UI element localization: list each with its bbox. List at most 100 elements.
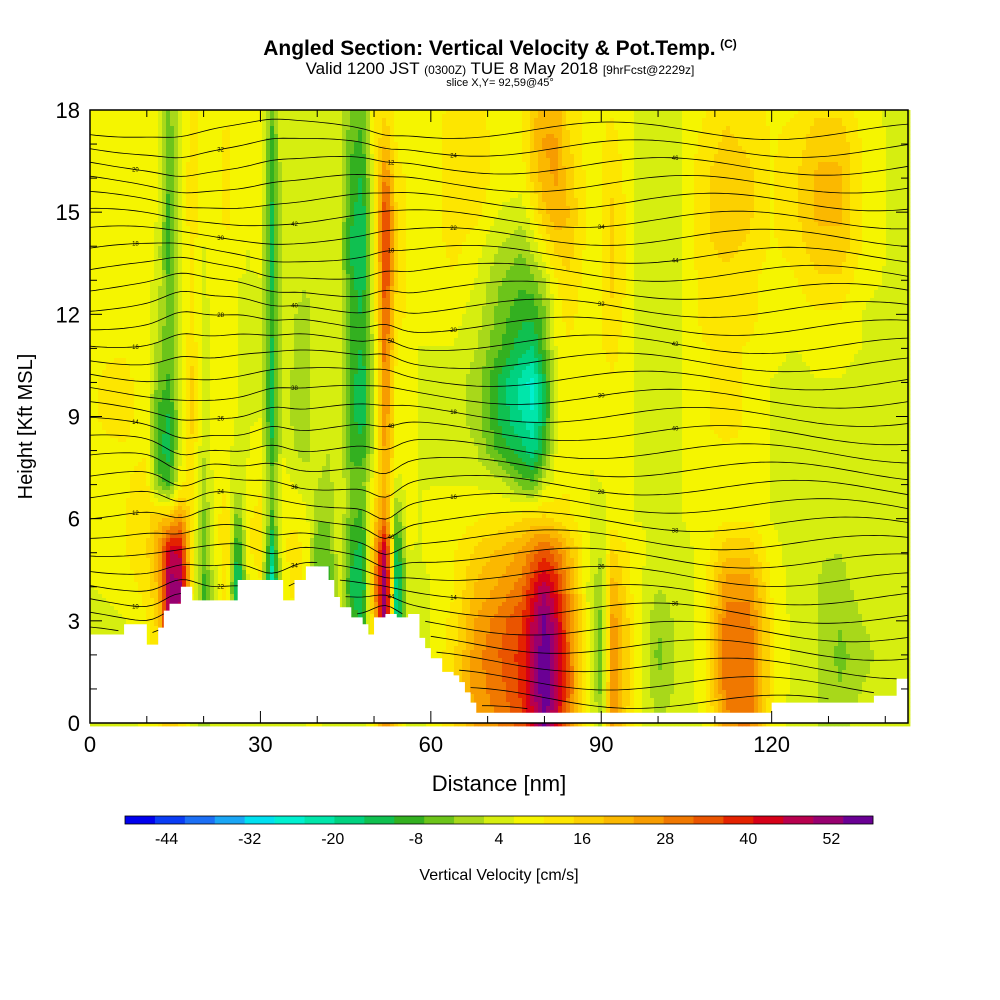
velocity-cell	[402, 166, 407, 171]
velocity-cell	[246, 186, 251, 191]
velocity-cell	[770, 142, 775, 147]
velocity-cell	[466, 130, 471, 135]
velocity-cell	[650, 154, 655, 159]
velocity-cell	[266, 110, 271, 115]
velocity-cell	[742, 182, 747, 187]
velocity-cell	[138, 118, 143, 123]
velocity-cell	[158, 150, 163, 155]
velocity-cell	[342, 130, 347, 135]
velocity-cell	[470, 110, 475, 115]
velocity-cell	[638, 182, 643, 187]
velocity-cell	[458, 178, 463, 183]
velocity-cell	[686, 174, 691, 179]
velocity-cell	[714, 114, 719, 119]
velocity-cell	[450, 146, 455, 151]
velocity-cell	[794, 202, 799, 207]
velocity-cell	[506, 146, 511, 151]
velocity-cell	[890, 122, 895, 127]
velocity-cell	[718, 166, 723, 171]
velocity-cell	[230, 166, 235, 171]
velocity-cell	[250, 202, 255, 207]
velocity-cell	[138, 198, 143, 203]
velocity-cell	[330, 198, 335, 203]
velocity-cell	[94, 174, 99, 179]
velocity-cell	[90, 182, 95, 187]
velocity-cell	[430, 122, 435, 127]
velocity-cell	[170, 130, 175, 135]
velocity-cell	[562, 166, 567, 171]
velocity-cell	[614, 130, 619, 135]
velocity-cell	[198, 178, 203, 183]
velocity-cell	[746, 170, 751, 175]
velocity-cell	[610, 170, 615, 175]
velocity-cell	[822, 174, 827, 179]
velocity-cell	[886, 122, 891, 127]
velocity-cell	[678, 146, 683, 151]
velocity-cell	[826, 150, 831, 155]
velocity-cell	[806, 138, 811, 143]
velocity-cell	[722, 130, 727, 135]
velocity-cell	[578, 126, 583, 131]
velocity-cell	[462, 190, 467, 195]
velocity-cell	[478, 162, 483, 167]
velocity-cell	[274, 146, 279, 151]
velocity-cell	[854, 130, 859, 135]
velocity-cell	[198, 170, 203, 175]
velocity-cell	[182, 198, 187, 203]
velocity-cell	[374, 110, 379, 115]
velocity-cell	[630, 202, 635, 207]
velocity-cell	[370, 146, 375, 151]
velocity-cell	[734, 174, 739, 179]
velocity-cell	[138, 178, 143, 183]
velocity-cell	[442, 142, 447, 147]
velocity-cell	[186, 198, 191, 203]
velocity-cell	[618, 150, 623, 155]
velocity-cell	[314, 138, 319, 143]
velocity-cell	[198, 174, 203, 179]
velocity-cell	[210, 202, 215, 207]
velocity-cell	[406, 138, 411, 143]
velocity-cell	[290, 154, 295, 159]
velocity-cell	[758, 138, 763, 143]
velocity-cell	[646, 198, 651, 203]
velocity-cell	[634, 138, 639, 143]
velocity-cell	[602, 166, 607, 171]
velocity-cell	[450, 162, 455, 167]
velocity-cell	[290, 166, 295, 171]
velocity-cell	[558, 202, 563, 207]
velocity-cell	[710, 158, 715, 163]
velocity-cell	[234, 154, 239, 159]
velocity-cell	[846, 138, 851, 143]
velocity-cell	[202, 138, 207, 143]
velocity-cell	[282, 122, 287, 127]
velocity-cell	[890, 118, 895, 123]
velocity-cell	[418, 194, 423, 199]
velocity-cell	[518, 194, 523, 199]
velocity-cell	[410, 122, 415, 127]
velocity-cell	[530, 114, 535, 119]
velocity-cell	[154, 170, 159, 175]
velocity-cell	[530, 194, 535, 199]
velocity-cell	[630, 186, 635, 191]
velocity-cell	[890, 186, 895, 191]
velocity-cell	[758, 202, 763, 207]
velocity-cell	[410, 130, 415, 135]
velocity-cell	[286, 154, 291, 159]
velocity-cell	[442, 154, 447, 159]
velocity-cell	[662, 154, 667, 159]
velocity-cell	[498, 182, 503, 187]
velocity-cell	[334, 206, 339, 211]
velocity-cell	[194, 126, 199, 131]
velocity-cell	[322, 154, 327, 159]
velocity-cell	[330, 206, 335, 211]
velocity-cell	[94, 186, 99, 191]
velocity-cell	[698, 166, 703, 171]
velocity-cell	[790, 162, 795, 167]
velocity-cell	[766, 118, 771, 123]
velocity-cell	[358, 194, 363, 199]
velocity-cell	[186, 206, 191, 211]
velocity-cell	[506, 126, 511, 131]
velocity-cell	[606, 178, 611, 183]
velocity-cell	[126, 150, 131, 155]
velocity-cell	[842, 126, 847, 131]
